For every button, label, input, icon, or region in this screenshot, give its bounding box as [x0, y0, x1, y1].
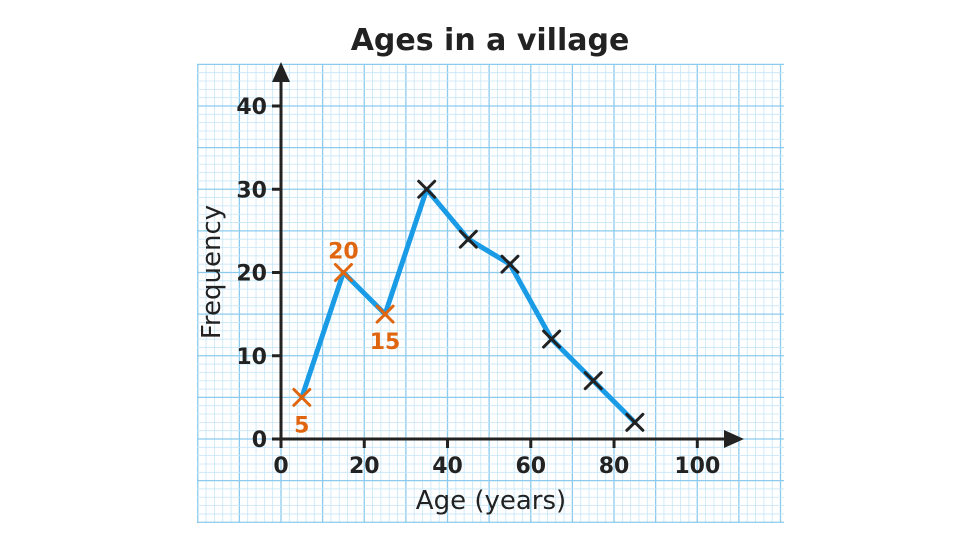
y-tick-label: 10 — [236, 345, 267, 370]
x-tick-label: 40 — [432, 454, 463, 479]
x-tick-label: 80 — [599, 454, 630, 479]
data-point-marker — [417, 179, 437, 199]
x-tick-labels: 0 20 40 60 80 100 — [273, 439, 720, 479]
chart-title: Ages in a village — [351, 23, 630, 58]
data-point-marker — [542, 329, 562, 349]
grid — [197, 63, 784, 523]
data-point-marker — [500, 254, 520, 274]
data-markers — [292, 179, 645, 432]
x-tick-label: 0 — [273, 454, 288, 479]
x-tick-label: 60 — [515, 454, 546, 479]
data-point-marker — [458, 229, 478, 249]
x-axis-label: Age (years) — [416, 486, 566, 516]
x-axis-arrow — [724, 430, 744, 448]
data-point-marker — [375, 304, 395, 324]
y-tick-label: 0 — [252, 428, 267, 453]
data-labels: 5 20 15 — [294, 240, 400, 439]
data-label: 5 — [294, 413, 309, 438]
x-tick-label: 20 — [349, 454, 380, 479]
y-tick-label: 30 — [236, 178, 267, 203]
y-tick-labels: 0 10 20 30 40 — [236, 95, 281, 453]
data-label: 20 — [328, 240, 359, 265]
y-axis-label: Frequency — [197, 205, 227, 339]
y-axis-arrow — [272, 62, 290, 82]
data-point-marker — [583, 371, 603, 391]
data-point-marker — [625, 412, 645, 432]
data-label: 15 — [370, 330, 401, 355]
axes — [272, 62, 744, 448]
y-tick-label: 40 — [236, 95, 267, 120]
x-tick-label: 100 — [674, 454, 720, 479]
y-tick-label: 20 — [236, 262, 267, 287]
data-point-marker — [292, 387, 312, 407]
data-point-marker — [333, 263, 353, 282]
